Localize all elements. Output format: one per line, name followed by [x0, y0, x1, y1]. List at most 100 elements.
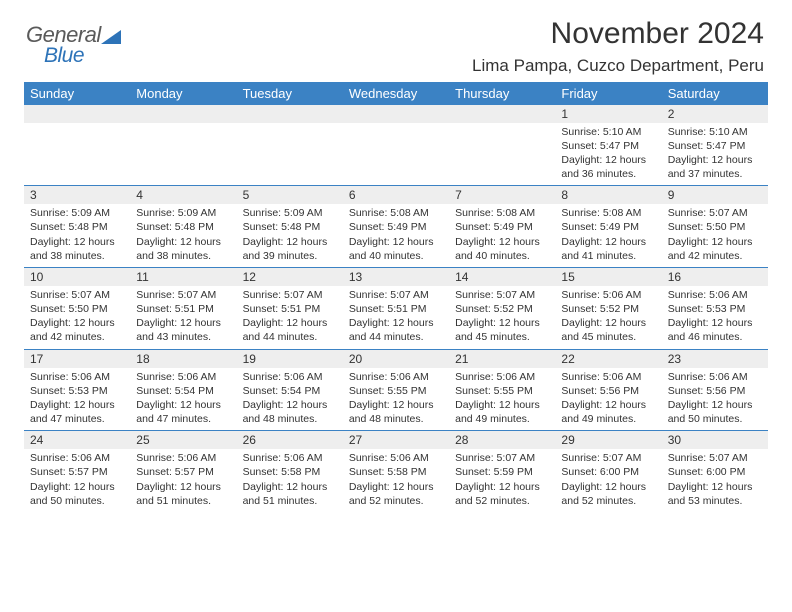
sunrise-text: Sunrise: 5:06 AM [455, 370, 549, 384]
day-details: Sunrise: 5:06 AMSunset: 5:57 PMDaylight:… [24, 449, 130, 512]
day-number: 4 [130, 186, 236, 204]
daylight-text: Daylight: 12 hours and 52 minutes. [455, 480, 549, 508]
day-number: 11 [130, 268, 236, 286]
sunset-text: Sunset: 5:50 PM [668, 220, 762, 234]
calendar-week-row: 10Sunrise: 5:07 AMSunset: 5:50 PMDayligh… [24, 267, 768, 349]
weekday-header: Saturday [662, 82, 768, 105]
day-details: Sunrise: 5:06 AMSunset: 5:58 PMDaylight:… [343, 449, 449, 512]
sunrise-text: Sunrise: 5:06 AM [243, 451, 337, 465]
day-number: 13 [343, 268, 449, 286]
logo-text-bottom: Blue [44, 44, 121, 68]
day-details: Sunrise: 5:07 AMSunset: 5:51 PMDaylight:… [237, 286, 343, 349]
calendar-body: 1Sunrise: 5:10 AMSunset: 5:47 PMDaylight… [24, 105, 768, 512]
day-number [449, 105, 555, 123]
daylight-text: Daylight: 12 hours and 38 minutes. [136, 235, 230, 263]
sunset-text: Sunset: 5:48 PM [136, 220, 230, 234]
sunrise-text: Sunrise: 5:07 AM [136, 288, 230, 302]
day-details: Sunrise: 5:08 AMSunset: 5:49 PMDaylight:… [343, 204, 449, 267]
calendar-day-cell: 26Sunrise: 5:06 AMSunset: 5:58 PMDayligh… [237, 431, 343, 512]
sunrise-text: Sunrise: 5:09 AM [136, 206, 230, 220]
sunrise-text: Sunrise: 5:09 AM [30, 206, 124, 220]
daylight-text: Daylight: 12 hours and 48 minutes. [243, 398, 337, 426]
daylight-text: Daylight: 12 hours and 37 minutes. [668, 153, 762, 181]
calendar-day-cell: 24Sunrise: 5:06 AMSunset: 5:57 PMDayligh… [24, 431, 130, 512]
daylight-text: Daylight: 12 hours and 43 minutes. [136, 316, 230, 344]
day-details: Sunrise: 5:06 AMSunset: 5:56 PMDaylight:… [662, 368, 768, 431]
calendar-day-cell: 4Sunrise: 5:09 AMSunset: 5:48 PMDaylight… [130, 186, 236, 268]
daylight-text: Daylight: 12 hours and 50 minutes. [30, 480, 124, 508]
sunrise-text: Sunrise: 5:06 AM [30, 370, 124, 384]
sunset-text: Sunset: 5:49 PM [349, 220, 443, 234]
calendar-day-cell: 30Sunrise: 5:07 AMSunset: 6:00 PMDayligh… [662, 431, 768, 512]
day-number [130, 105, 236, 123]
daylight-text: Daylight: 12 hours and 49 minutes. [455, 398, 549, 426]
calendar-day-cell: 10Sunrise: 5:07 AMSunset: 5:50 PMDayligh… [24, 267, 130, 349]
daylight-text: Daylight: 12 hours and 36 minutes. [561, 153, 655, 181]
daylight-text: Daylight: 12 hours and 49 minutes. [561, 398, 655, 426]
sunrise-text: Sunrise: 5:06 AM [668, 370, 762, 384]
day-details: Sunrise: 5:06 AMSunset: 5:58 PMDaylight:… [237, 449, 343, 512]
daylight-text: Daylight: 12 hours and 41 minutes. [561, 235, 655, 263]
day-number: 16 [662, 268, 768, 286]
day-details: Sunrise: 5:07 AMSunset: 5:51 PMDaylight:… [343, 286, 449, 349]
calendar-day-cell: 3Sunrise: 5:09 AMSunset: 5:48 PMDaylight… [24, 186, 130, 268]
sunset-text: Sunset: 5:53 PM [668, 302, 762, 316]
sunset-text: Sunset: 6:00 PM [668, 465, 762, 479]
day-details: Sunrise: 5:06 AMSunset: 5:54 PMDaylight:… [237, 368, 343, 431]
day-details: Sunrise: 5:09 AMSunset: 5:48 PMDaylight:… [130, 204, 236, 267]
calendar-day-cell: 21Sunrise: 5:06 AMSunset: 5:55 PMDayligh… [449, 349, 555, 431]
weekday-header: Sunday [24, 82, 130, 105]
calendar-day-cell: 19Sunrise: 5:06 AMSunset: 5:54 PMDayligh… [237, 349, 343, 431]
day-number: 22 [555, 350, 661, 368]
daylight-text: Daylight: 12 hours and 44 minutes. [349, 316, 443, 344]
sunrise-text: Sunrise: 5:06 AM [561, 288, 655, 302]
calendar-table: SundayMondayTuesdayWednesdayThursdayFrid… [24, 82, 768, 512]
calendar-day-cell: 23Sunrise: 5:06 AMSunset: 5:56 PMDayligh… [662, 349, 768, 431]
sunrise-text: Sunrise: 5:06 AM [349, 370, 443, 384]
day-details [130, 123, 236, 129]
sunset-text: Sunset: 5:51 PM [349, 302, 443, 316]
calendar-empty-cell [343, 105, 449, 186]
sunrise-text: Sunrise: 5:06 AM [136, 451, 230, 465]
daylight-text: Daylight: 12 hours and 52 minutes. [349, 480, 443, 508]
day-details: Sunrise: 5:07 AMSunset: 6:00 PMDaylight:… [662, 449, 768, 512]
sunset-text: Sunset: 5:54 PM [243, 384, 337, 398]
calendar-day-cell: 5Sunrise: 5:09 AMSunset: 5:48 PMDaylight… [237, 186, 343, 268]
daylight-text: Daylight: 12 hours and 39 minutes. [243, 235, 337, 263]
daylight-text: Daylight: 12 hours and 53 minutes. [668, 480, 762, 508]
calendar-day-cell: 14Sunrise: 5:07 AMSunset: 5:52 PMDayligh… [449, 267, 555, 349]
calendar-day-cell: 27Sunrise: 5:06 AMSunset: 5:58 PMDayligh… [343, 431, 449, 512]
sunset-text: Sunset: 5:49 PM [455, 220, 549, 234]
sunset-text: Sunset: 5:51 PM [136, 302, 230, 316]
calendar-day-cell: 20Sunrise: 5:06 AMSunset: 5:55 PMDayligh… [343, 349, 449, 431]
day-details: Sunrise: 5:06 AMSunset: 5:55 PMDaylight:… [449, 368, 555, 431]
calendar-day-cell: 12Sunrise: 5:07 AMSunset: 5:51 PMDayligh… [237, 267, 343, 349]
day-number: 18 [130, 350, 236, 368]
daylight-text: Daylight: 12 hours and 47 minutes. [30, 398, 124, 426]
daylight-text: Daylight: 12 hours and 38 minutes. [30, 235, 124, 263]
day-number: 1 [555, 105, 661, 123]
sunset-text: Sunset: 5:55 PM [455, 384, 549, 398]
calendar-empty-cell [237, 105, 343, 186]
day-details: Sunrise: 5:07 AMSunset: 5:52 PMDaylight:… [449, 286, 555, 349]
day-number: 29 [555, 431, 661, 449]
sunrise-text: Sunrise: 5:07 AM [30, 288, 124, 302]
location-subtitle: Lima Pampa, Cuzco Department, Peru [24, 56, 764, 76]
day-number: 27 [343, 431, 449, 449]
sunrise-text: Sunrise: 5:09 AM [243, 206, 337, 220]
weekday-header: Wednesday [343, 82, 449, 105]
page-header: November 2024 Lima Pampa, Cuzco Departme… [24, 18, 768, 76]
calendar-day-cell: 15Sunrise: 5:06 AMSunset: 5:52 PMDayligh… [555, 267, 661, 349]
day-number: 8 [555, 186, 661, 204]
day-number: 28 [449, 431, 555, 449]
day-number [343, 105, 449, 123]
daylight-text: Daylight: 12 hours and 45 minutes. [455, 316, 549, 344]
calendar-week-row: 3Sunrise: 5:09 AMSunset: 5:48 PMDaylight… [24, 186, 768, 268]
calendar-week-row: 24Sunrise: 5:06 AMSunset: 5:57 PMDayligh… [24, 431, 768, 512]
sunrise-text: Sunrise: 5:06 AM [30, 451, 124, 465]
day-details: Sunrise: 5:08 AMSunset: 5:49 PMDaylight:… [555, 204, 661, 267]
sunset-text: Sunset: 5:58 PM [349, 465, 443, 479]
sunset-text: Sunset: 5:47 PM [668, 139, 762, 153]
day-number [237, 105, 343, 123]
day-number: 7 [449, 186, 555, 204]
